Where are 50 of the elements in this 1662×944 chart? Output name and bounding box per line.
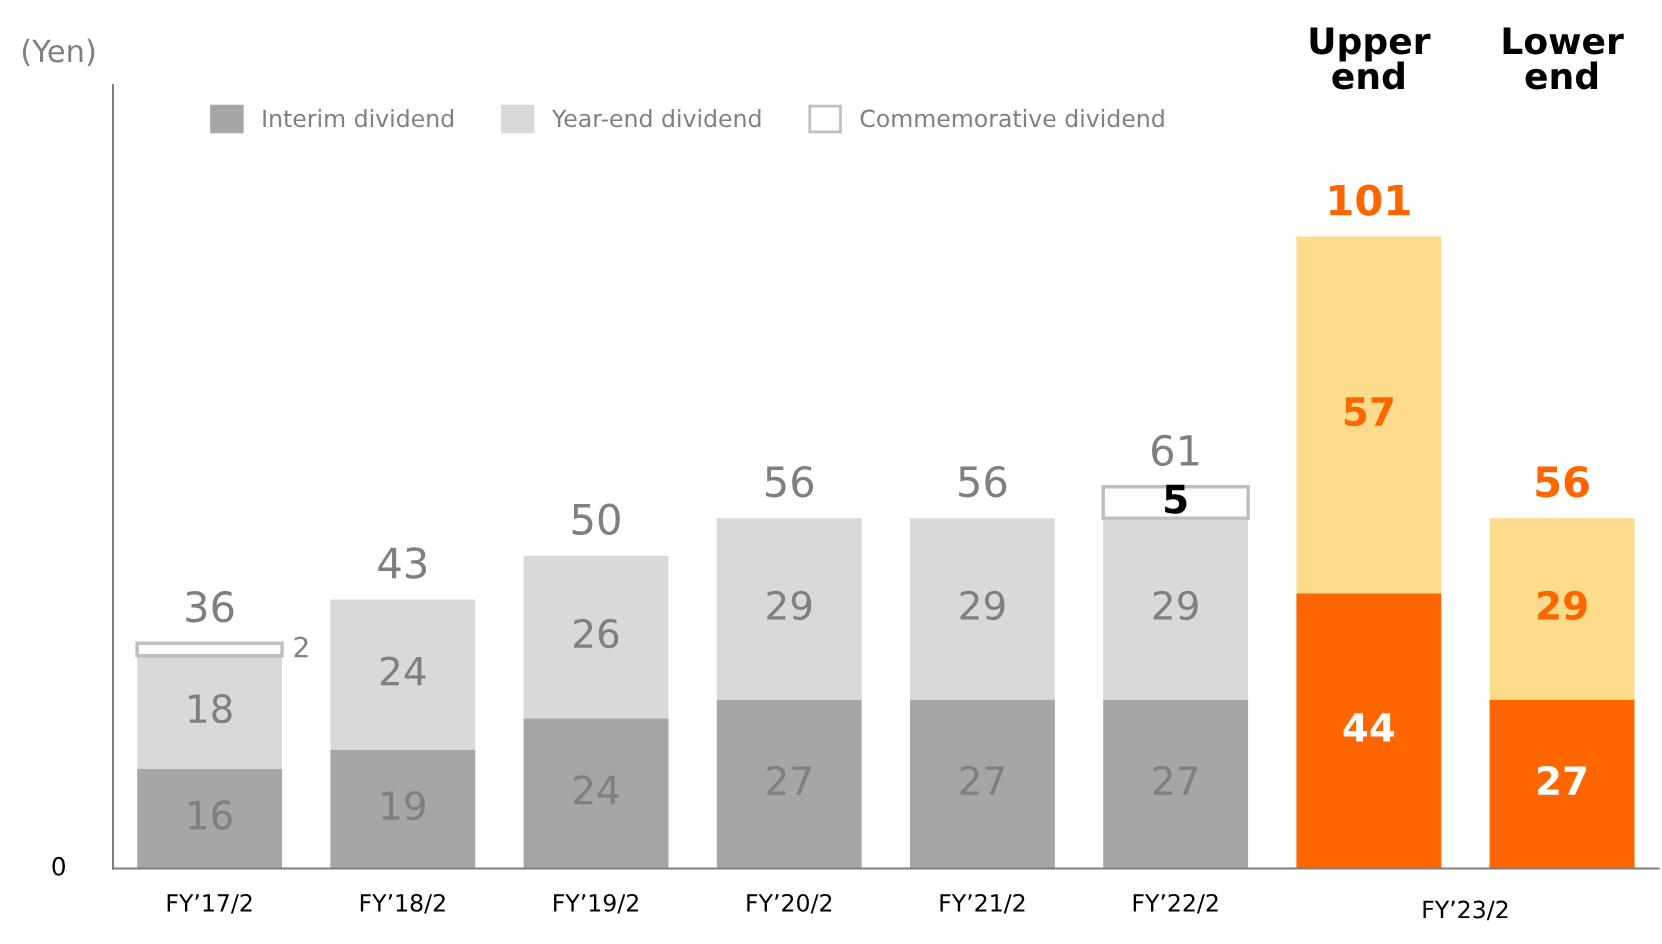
bar: [716, 518, 862, 700]
data-label: 29: [960, 590, 1005, 621]
bar: [137, 768, 283, 869]
bar: [1103, 518, 1249, 700]
bar: [523, 718, 669, 869]
data-label: 29: [1153, 590, 1198, 621]
text: (Yen): [22, 38, 95, 67]
data-label: 24: [380, 656, 426, 686]
total-label: 61: [1152, 434, 1199, 467]
x-tick-label: FY’22/2: [1133, 893, 1218, 914]
bar: [1103, 699, 1249, 869]
bar: [910, 699, 1055, 869]
total-label: 50: [572, 503, 620, 535]
bar: [330, 749, 476, 869]
bar: [1489, 518, 1635, 700]
bar: [1489, 699, 1635, 869]
x-tick-label: FY’21/2: [940, 893, 1025, 914]
data-label: 18: [189, 693, 232, 724]
text: Upper end: [1310, 27, 1431, 90]
text: 0: [52, 856, 65, 876]
data-label: 2: [294, 636, 308, 658]
legend-label: Interim dividend: [263, 109, 454, 128]
total-label: 36: [186, 591, 234, 623]
total-label: 43: [378, 547, 426, 579]
legend-label: Year-end dividend: [551, 109, 761, 128]
x-tick-label: FY’20/2: [747, 893, 832, 914]
bar: [910, 518, 1055, 700]
bar: [523, 555, 669, 719]
total-label: 56: [959, 465, 1007, 498]
data-label: 44: [1343, 713, 1395, 742]
data-label: 5: [1165, 484, 1187, 514]
total-label: 101: [1330, 184, 1410, 216]
bar: [716, 699, 862, 869]
data-label: 26: [574, 618, 619, 649]
bar: [1296, 236, 1442, 594]
bar: [1296, 593, 1442, 869]
data-label: 57: [1344, 397, 1393, 427]
bar: [137, 655, 283, 769]
text: FY’23/2: [1423, 900, 1508, 921]
x-tick-label: FY’18/2: [360, 893, 445, 914]
total-label: 56: [765, 465, 814, 498]
data-label: 27: [1538, 765, 1587, 795]
x-tick-label: FY’19/2: [554, 893, 638, 914]
data-label: 29: [767, 590, 812, 621]
total-label: 56: [1536, 465, 1589, 498]
x-tick-label: FY’17/2: [167, 893, 252, 914]
legend-label: Commemorative dividend: [860, 109, 1164, 128]
text: Lower end: [1503, 27, 1624, 90]
data-label: 29: [1538, 590, 1587, 621]
bar: [330, 599, 476, 750]
